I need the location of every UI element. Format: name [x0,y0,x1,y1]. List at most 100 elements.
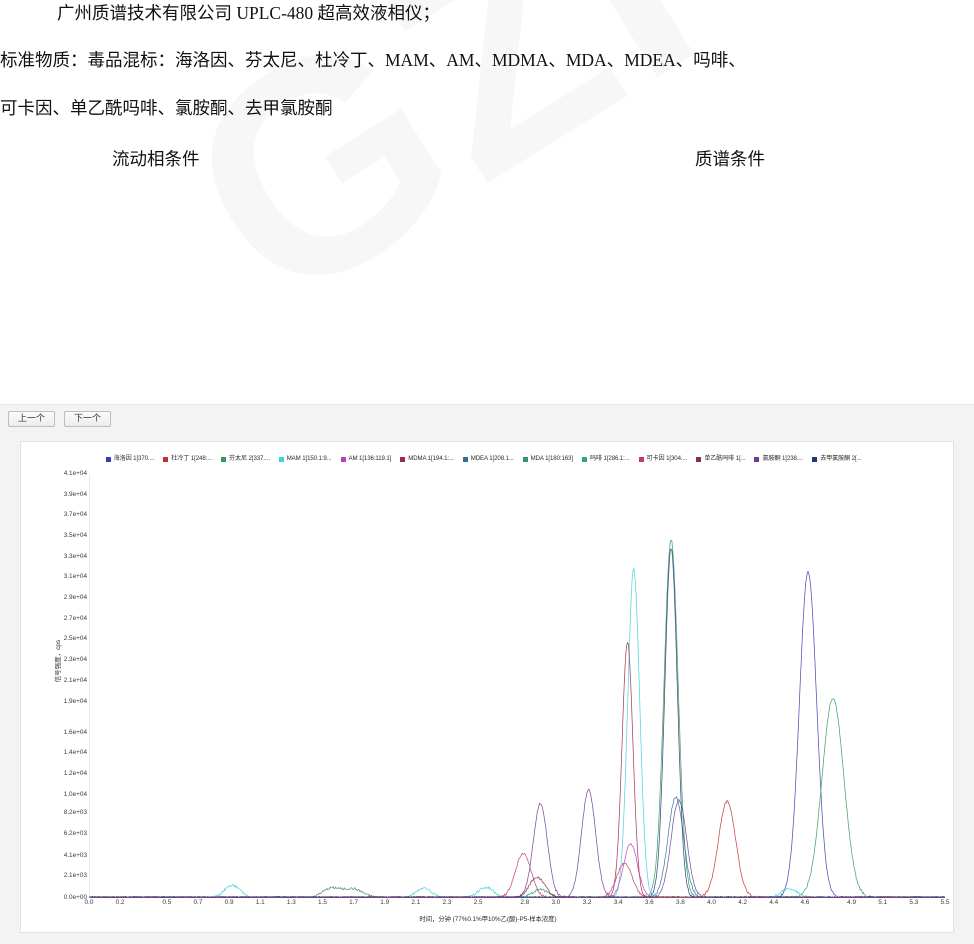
legend-item-label: 杜冷丁 1[248:... [171,455,212,462]
y-tick-label: 1.4e+04 [63,749,87,757]
legend-item[interactable]: 单乙酰吗啡 1[... [696,455,746,462]
legend-item[interactable]: 氯胺酮 1[238.... [754,455,804,462]
x-tick-label: 3.0 [551,899,561,906]
chromatogram-trace [89,799,945,898]
legend-item-label: MAM 1[150.1:9... [286,455,332,462]
previous-button[interactable]: 上一个 [8,411,56,427]
y-tick-label: 3.3e+04 [63,552,87,560]
legend-item[interactable]: 海洛因 1[370.... [105,455,155,462]
x-tick-label: 0.2 [115,899,125,906]
x-tick-label: 1.1 [255,899,265,906]
legend-swatch-icon [462,456,468,462]
legend-item-label: 芬太尼 2[337.... [228,455,270,462]
next-button[interactable]: 下一个 [64,411,112,427]
legend-item-label: AM 1[136:119.1] [348,455,392,462]
x-tick-label: 2.1 [411,899,421,906]
chart-legend: 海洛因 1[370.... 杜冷丁 1[248:... 芬太尼 2[337.... M… [21,455,955,462]
chromatogram-trace [89,795,945,898]
legend-item-label: MDMA 1[194.1:... [408,455,454,462]
y-axis-ticks: 4.1e+04 3.9e+04 3.7e+04 3.5e+04 3.3e+04 3.1e+… [43,442,87,934]
legend-item-label: MDA 1[180:163] [530,455,573,462]
standards-line-2: 可卡因、单乙酰吗啡、氯胺酮、去甲氯胺酮 [0,98,333,118]
y-tick-label: 1.9e+04 [63,697,87,705]
x-tick-label: 2.3 [442,899,452,906]
x-tick-label: 1.3 [286,899,296,906]
legend-item[interactable]: MDEA 1[208.1... [462,455,514,462]
legend-item-label: 可卡因 1[304.... [646,455,688,462]
x-tick-label: 3.4 [613,899,623,906]
legend-item[interactable]: MAM 1[150.1:9... [278,455,332,462]
chromatogram-trace [89,843,945,898]
chromatogram-traces [89,474,945,898]
chromatogram-trace [89,539,945,898]
y-tick-label: 1.2e+04 [63,769,87,777]
legend-swatch-icon [812,456,818,462]
y-tick-label: 2.3e+04 [63,655,87,663]
x-tick-label: 2.5 [473,899,483,906]
x-tick-label: 0.7 [193,899,203,906]
y-tick-label: 4.1e+04 [63,469,87,477]
legend-item-label: 氯胺酮 1[238.... [762,455,804,462]
y-tick-label: 3.1e+04 [63,573,87,581]
x-tick-label: 1.7 [349,899,359,906]
legend-swatch-icon [522,456,528,462]
legend-swatch-icon [400,456,406,462]
chromatogram-trace [89,788,945,898]
y-tick-label: 2.5e+04 [63,635,87,643]
legend-item[interactable]: 去甲氯胺酮 2[... [812,455,862,462]
legend-item-label: 海洛因 1[370.... [113,455,155,462]
legend-item[interactable]: MDA 1[180:163] [522,455,573,462]
company-line: 广州质谱技术有限公司 UPLC-480 超高效液相仪； [57,3,441,23]
y-tick-label: 3.5e+04 [63,531,87,539]
y-tick-label: 1.6e+04 [63,728,87,736]
y-tick-label: 2.1e+03 [63,872,87,880]
x-tick-label: 5.5 [940,899,950,906]
chromatogram-trace [89,641,945,898]
legend-swatch-icon [163,456,169,462]
x-axis-title: 时间，分钟 (77%0.1%甲10%乙(酸)-P5-样本浓度) [419,916,557,923]
plot-area: 信号强度，cps 4.1e+04 3.9e+04 3.7e+04 3.5e+04 3.3… [21,442,955,934]
y-tick-label: 8.2e+03 [63,808,87,816]
standards-line-1: 标准物质：毒品混标：海洛因、芬太尼、杜冷丁、MAM、AM、MDMA、MDA、MD… [0,50,746,70]
x-tick-label: 4.6 [800,899,810,906]
legend-item[interactable]: 吗啡 1[286.1:... [581,455,630,462]
legend-swatch-icon [581,456,587,462]
x-tick-label: 3.6 [644,899,654,906]
x-tick-label: 5.3 [909,899,919,906]
chart-toolbar: 上一个 下一个 [0,405,974,433]
x-tick-label: 4.9 [847,899,857,906]
legend-item[interactable]: AM 1[136:119.1] [340,455,392,462]
legend-swatch-icon [754,456,760,462]
heading-mobile-phase: 流动相条件 [112,149,200,169]
legend-item[interactable]: 杜冷丁 1[248:... [163,455,212,462]
x-tick-label: 5.1 [878,899,888,906]
x-tick-label: 4.2 [738,899,748,906]
legend-swatch-icon [340,456,346,462]
y-tick-label: 6.2e+03 [63,829,87,837]
chromatogram-panel: 上一个 下一个 海洛因 1[370.... 杜冷丁 1[248:... 芬太尼 2[… [0,404,974,944]
x-tick-label: 4.4 [769,899,779,906]
panel-footer [0,933,974,944]
chromatogram-trace [89,548,945,898]
y-tick-label: 2.7e+04 [63,614,87,622]
y-tick-label: 2.9e+04 [63,593,87,601]
x-axis-ticks: 0.0 0.2 0.5 0.7 0.9 1.1 1.3 1.5 1.7 1.9 2.1 2.3 2.5 2… [21,899,955,912]
y-tick-label: 3.7e+04 [63,511,87,519]
legend-item[interactable]: MDMA 1[194.1:... [400,455,454,462]
x-tick-label: 3.2 [582,899,592,906]
y-tick-label: 2.1e+04 [63,676,87,684]
legend-swatch-icon [278,456,284,462]
chart-card: 海洛因 1[370.... 杜冷丁 1[248:... 芬太尼 2[337.... M… [20,441,954,933]
legend-item-label: 吗啡 1[286.1:... [589,455,630,462]
legend-item[interactable]: 可卡因 1[304.... [638,455,688,462]
heading-ms-conditions: 质谱条件 [695,149,765,169]
legend-item[interactable]: 芬太尼 2[337.... [220,455,270,462]
y-tick-label: 1.0e+04 [63,790,87,798]
x-tick-label: 1.5 [318,899,327,906]
y-tick-label: 0.0e+00 [63,893,87,901]
x-tick-label: 3.8 [675,899,685,906]
legend-swatch-icon [638,456,644,462]
legend-item-label: 去甲氯胺酮 2[... [820,455,862,462]
y-tick-label: 3.9e+04 [63,490,87,498]
